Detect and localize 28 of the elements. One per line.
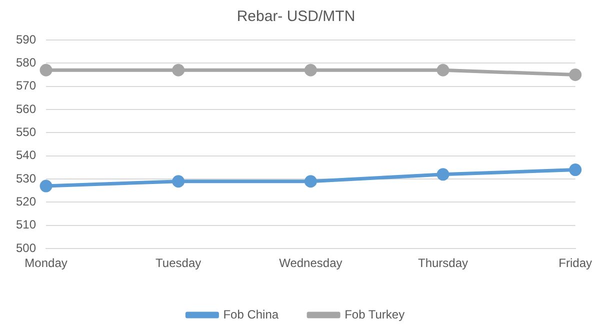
point xyxy=(569,68,582,82)
legend-label: Fob China xyxy=(223,307,279,322)
point xyxy=(304,175,317,188)
x-tick-label: Thursday xyxy=(418,256,468,270)
y-tick-label: 530 xyxy=(16,171,36,186)
y-tick-label: 550 xyxy=(16,125,36,140)
point xyxy=(172,64,185,76)
point xyxy=(40,180,52,192)
y-tick-label: 510 xyxy=(16,218,36,232)
x-tick-label: Friday xyxy=(558,256,592,270)
point xyxy=(304,64,317,76)
legend-label: Fob Turkey xyxy=(344,307,405,322)
y-tick-label: 560 xyxy=(16,102,36,116)
y-tick-label: 570 xyxy=(16,78,36,93)
point xyxy=(569,164,582,176)
point xyxy=(436,64,450,76)
x-tick-label: Wednesday xyxy=(279,256,342,270)
chart-title: Rebar- USD/MTN xyxy=(236,8,356,26)
point xyxy=(436,168,450,181)
y-tick-label: 520 xyxy=(16,194,36,209)
y-tick-label: 500 xyxy=(16,240,36,255)
point xyxy=(172,175,185,188)
x-tick-label: Tuesday xyxy=(156,256,202,270)
x-tick-label: Monday xyxy=(24,256,68,270)
y-tick-label: 540 xyxy=(16,148,36,162)
y-tick-label: 580 xyxy=(16,55,36,70)
y-tick-label: 590 xyxy=(16,32,36,46)
point xyxy=(40,64,52,76)
